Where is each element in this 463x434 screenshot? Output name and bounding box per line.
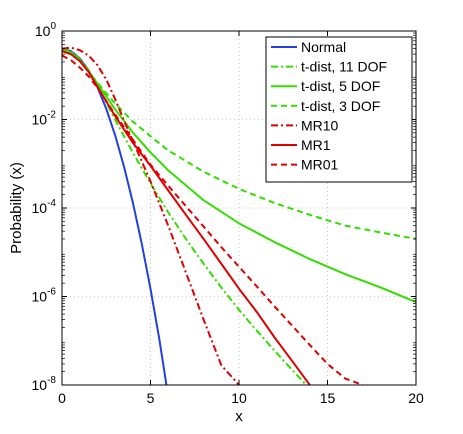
legend-label: MR1 bbox=[301, 137, 331, 153]
y-tick-labels: 10-8 10-6 10-4 10-2 100 bbox=[32, 21, 57, 393]
series-line-t-dist-3-dof bbox=[62, 49, 416, 240]
legend-label: t-dist, 11 DOF bbox=[301, 59, 387, 75]
legend-label: t-dist, 3 DOF bbox=[301, 98, 380, 114]
y-tick-label: 10-4 bbox=[32, 198, 57, 216]
legend: Normal t-dist, 11 DOF t-dist, 5 DOF t-dist,… bbox=[265, 36, 413, 183]
axes-frame bbox=[61, 30, 417, 386]
x-tick-label: 15 bbox=[320, 390, 336, 406]
y-axis-label: Probability (x) bbox=[8, 162, 25, 254]
x-tick-label: 5 bbox=[147, 390, 155, 406]
series-line-mr1 bbox=[62, 50, 311, 385]
legend-label: MR10 bbox=[301, 117, 339, 133]
legend-label: Normal bbox=[301, 39, 346, 55]
x-tick-label: 20 bbox=[408, 390, 424, 406]
legend-label: MR01 bbox=[301, 157, 339, 173]
grid-lines bbox=[62, 31, 416, 385]
y-tick-label: 100 bbox=[35, 21, 57, 39]
y-tick-label: 10-6 bbox=[32, 287, 57, 305]
legend-label: t-dist, 5 DOF bbox=[301, 78, 380, 94]
x-tick-labels: 0 5 10 15 20 bbox=[58, 390, 424, 406]
series-line-mr01 bbox=[62, 54, 364, 385]
series-line-mr10 bbox=[62, 46, 240, 385]
x-tick-label: 0 bbox=[58, 390, 66, 406]
legend-items: Normal t-dist, 11 DOF t-dist, 5 DOF t-dist,… bbox=[271, 39, 387, 173]
legend-box bbox=[265, 36, 413, 183]
x-tick-label: 10 bbox=[231, 390, 247, 406]
y-tick-label: 10-2 bbox=[32, 110, 57, 128]
x-axis-label: x bbox=[235, 408, 243, 425]
series-layer bbox=[62, 46, 416, 385]
y-tick-label: 10-8 bbox=[32, 375, 57, 393]
